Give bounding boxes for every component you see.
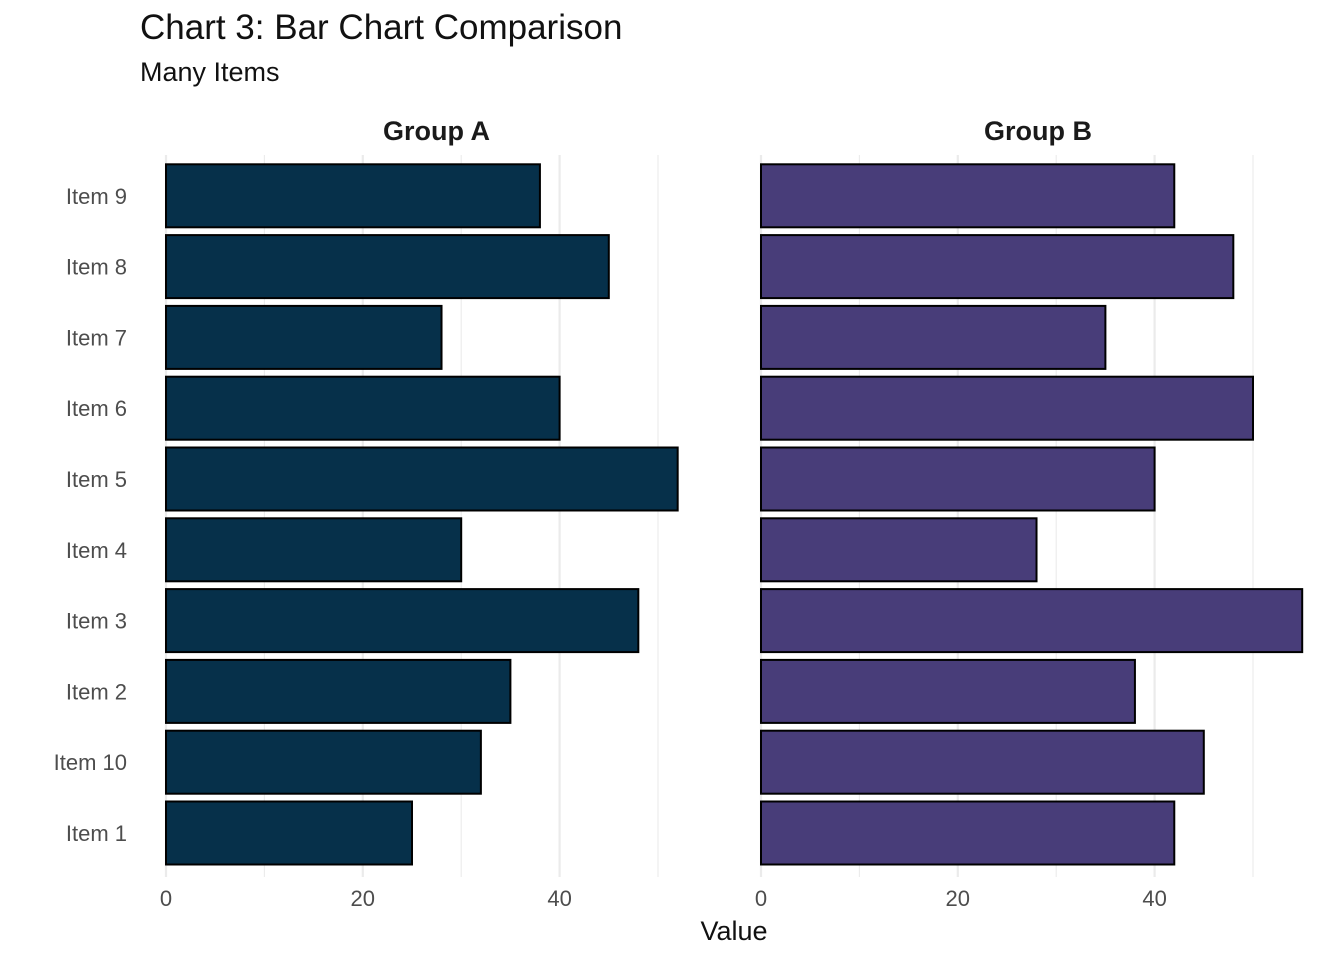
facet-label-group-b: Group B <box>984 116 1092 146</box>
bar-group-b <box>760 800 1176 866</box>
facet-panel-group-b: Group B 0 20 40 <box>755 116 1304 911</box>
y-tick-label: Item 6 <box>66 396 127 421</box>
x-tick-label: 0 <box>160 886 172 911</box>
bar-group-a <box>165 163 541 229</box>
y-tick-label: Item 8 <box>66 255 127 280</box>
y-tick-label: Item 10 <box>54 750 127 775</box>
y-tick-label: Item 7 <box>66 325 127 350</box>
x-tick-label: 0 <box>755 886 767 911</box>
bar-group-a <box>165 517 463 583</box>
bar-group-a <box>165 729 482 795</box>
bar-group-b <box>760 234 1235 300</box>
y-tick-label: Item 3 <box>66 609 127 634</box>
y-tick-label: Item 4 <box>66 538 127 563</box>
x-tick-label: 20 <box>351 886 375 911</box>
bar-group-b <box>760 517 1038 583</box>
bar-group-a <box>165 658 512 724</box>
bar-group-a <box>165 304 443 370</box>
bar-group-b <box>760 729 1205 795</box>
y-tick-label: Item 9 <box>66 184 127 209</box>
x-tick-label: 40 <box>1142 886 1166 911</box>
y-axis: Item 1 Item 10 Item 2 Item 3 Item 4 Item 5 Ite… <box>54 184 127 846</box>
y-tick-label: Item 5 <box>66 467 127 492</box>
bar-group-b <box>760 446 1156 512</box>
bar-group-a <box>165 375 561 441</box>
bar-group-b <box>760 304 1107 370</box>
bar-group-b <box>760 375 1254 441</box>
y-tick-label: Item 2 <box>66 679 127 704</box>
facet-label-group-a: Group A <box>383 116 490 146</box>
bar-group-a <box>165 588 640 654</box>
facet-panel-group-a: Group A 0 20 40 <box>160 116 679 911</box>
chart-title: Chart 3: Bar Chart Comparison <box>140 8 623 47</box>
y-tick-label: Item 1 <box>66 821 127 846</box>
x-tick-label: 40 <box>547 886 571 911</box>
bar-group-b <box>760 163 1176 229</box>
x-tick-label: 20 <box>946 886 970 911</box>
bar-group-a <box>165 800 413 866</box>
chart-subtitle: Many Items <box>140 57 280 87</box>
bar-group-a <box>165 446 679 512</box>
bar-group-b <box>760 658 1136 724</box>
x-axis-title: Value <box>700 916 767 946</box>
bar-group-a <box>165 234 610 300</box>
bar-group-b <box>760 588 1304 654</box>
